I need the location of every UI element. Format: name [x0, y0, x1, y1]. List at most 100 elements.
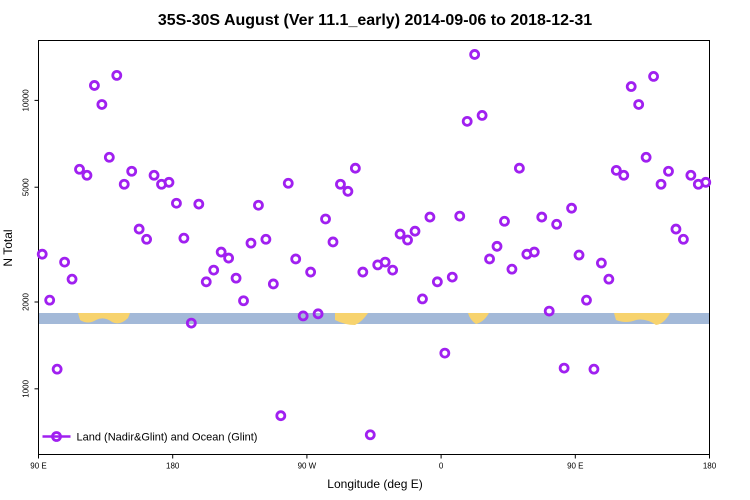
land-shape: [468, 313, 489, 324]
point: [342, 185, 354, 197]
point: [215, 246, 227, 258]
point: [678, 233, 689, 245]
point: [320, 213, 331, 225]
point: [111, 69, 123, 81]
map-strip: [38, 313, 710, 325]
point: [44, 294, 56, 306]
point: [424, 211, 436, 223]
point: [409, 225, 421, 237]
point: [402, 234, 413, 246]
x-tick-label: 90 E: [567, 462, 583, 471]
point: [163, 176, 175, 188]
point: [364, 429, 376, 441]
land-shape: [78, 313, 130, 324]
point: [469, 49, 481, 60]
point: [305, 266, 317, 278]
point: [118, 178, 130, 190]
point: [417, 293, 428, 305]
point: [36, 248, 48, 260]
point: [387, 264, 399, 276]
x-tick-label: 90 E: [30, 462, 46, 471]
point: [51, 363, 63, 375]
point: [588, 363, 600, 375]
y-tick-label: 5000: [22, 178, 31, 196]
land-shape: [335, 313, 368, 325]
point: [290, 253, 302, 265]
point: [491, 240, 503, 252]
point: [59, 256, 70, 268]
point: [357, 266, 369, 278]
point: [640, 151, 652, 163]
x-tick-label: 0: [439, 462, 444, 471]
chart-title: 35S-30S August (Ver 11.1_early) 2014-09-…: [158, 12, 592, 29]
point: [581, 294, 592, 306]
x-tick-label: 180: [166, 462, 180, 471]
point: [633, 99, 645, 110]
point: [178, 232, 190, 244]
point: [558, 362, 570, 374]
point: [536, 211, 548, 223]
point: [327, 236, 339, 248]
point: [96, 99, 108, 110]
point: [66, 273, 78, 285]
point: [141, 233, 153, 245]
x-tick-label: 90 W: [298, 462, 317, 471]
y-tick-label: 2000: [22, 293, 31, 311]
point: [267, 278, 279, 290]
point: [484, 253, 495, 265]
point: [394, 228, 406, 240]
point: [253, 199, 264, 211]
point: [208, 264, 220, 276]
point: [193, 198, 205, 210]
point: [379, 256, 391, 268]
point: [297, 310, 309, 322]
point: [513, 162, 525, 174]
plot-frame: [38, 40, 710, 455]
point: [200, 276, 212, 288]
point: [89, 80, 100, 91]
point: [126, 165, 138, 177]
point: [185, 317, 197, 329]
point: [618, 169, 630, 181]
point: [625, 81, 637, 92]
point: [260, 233, 272, 245]
point: [312, 308, 324, 320]
point: [275, 410, 287, 422]
point: [446, 271, 458, 283]
y-tick-label: 10000: [22, 89, 31, 112]
point: [245, 237, 257, 249]
point: [685, 169, 697, 181]
point: [543, 305, 555, 317]
point: [663, 165, 674, 177]
x-axis-label: Longitude (deg E): [327, 477, 422, 491]
legend-label: Land (Nadir&Glint) and Ocean (Glint): [77, 432, 258, 444]
point: [595, 257, 607, 269]
point: [349, 162, 361, 174]
point: [528, 246, 540, 258]
legend-swatch: [51, 431, 62, 442]
point: [439, 347, 451, 359]
point: [171, 197, 182, 209]
point: [476, 110, 488, 121]
ocean-band: [38, 313, 710, 324]
point: [499, 215, 510, 227]
point: [670, 223, 682, 235]
point: [230, 272, 242, 284]
point: [238, 295, 249, 307]
point: [335, 178, 346, 190]
point: [700, 176, 712, 188]
point: [223, 252, 235, 264]
point: [431, 276, 443, 288]
point: [103, 151, 115, 163]
point: [81, 169, 93, 181]
point: [603, 273, 615, 285]
point: [610, 164, 622, 176]
point: [506, 263, 518, 275]
point: [566, 202, 577, 214]
x-tick-label: 180: [703, 462, 717, 471]
point: [551, 218, 563, 230]
point: [133, 223, 145, 235]
y-tick-label: 1000: [22, 379, 31, 397]
point: [282, 177, 294, 189]
